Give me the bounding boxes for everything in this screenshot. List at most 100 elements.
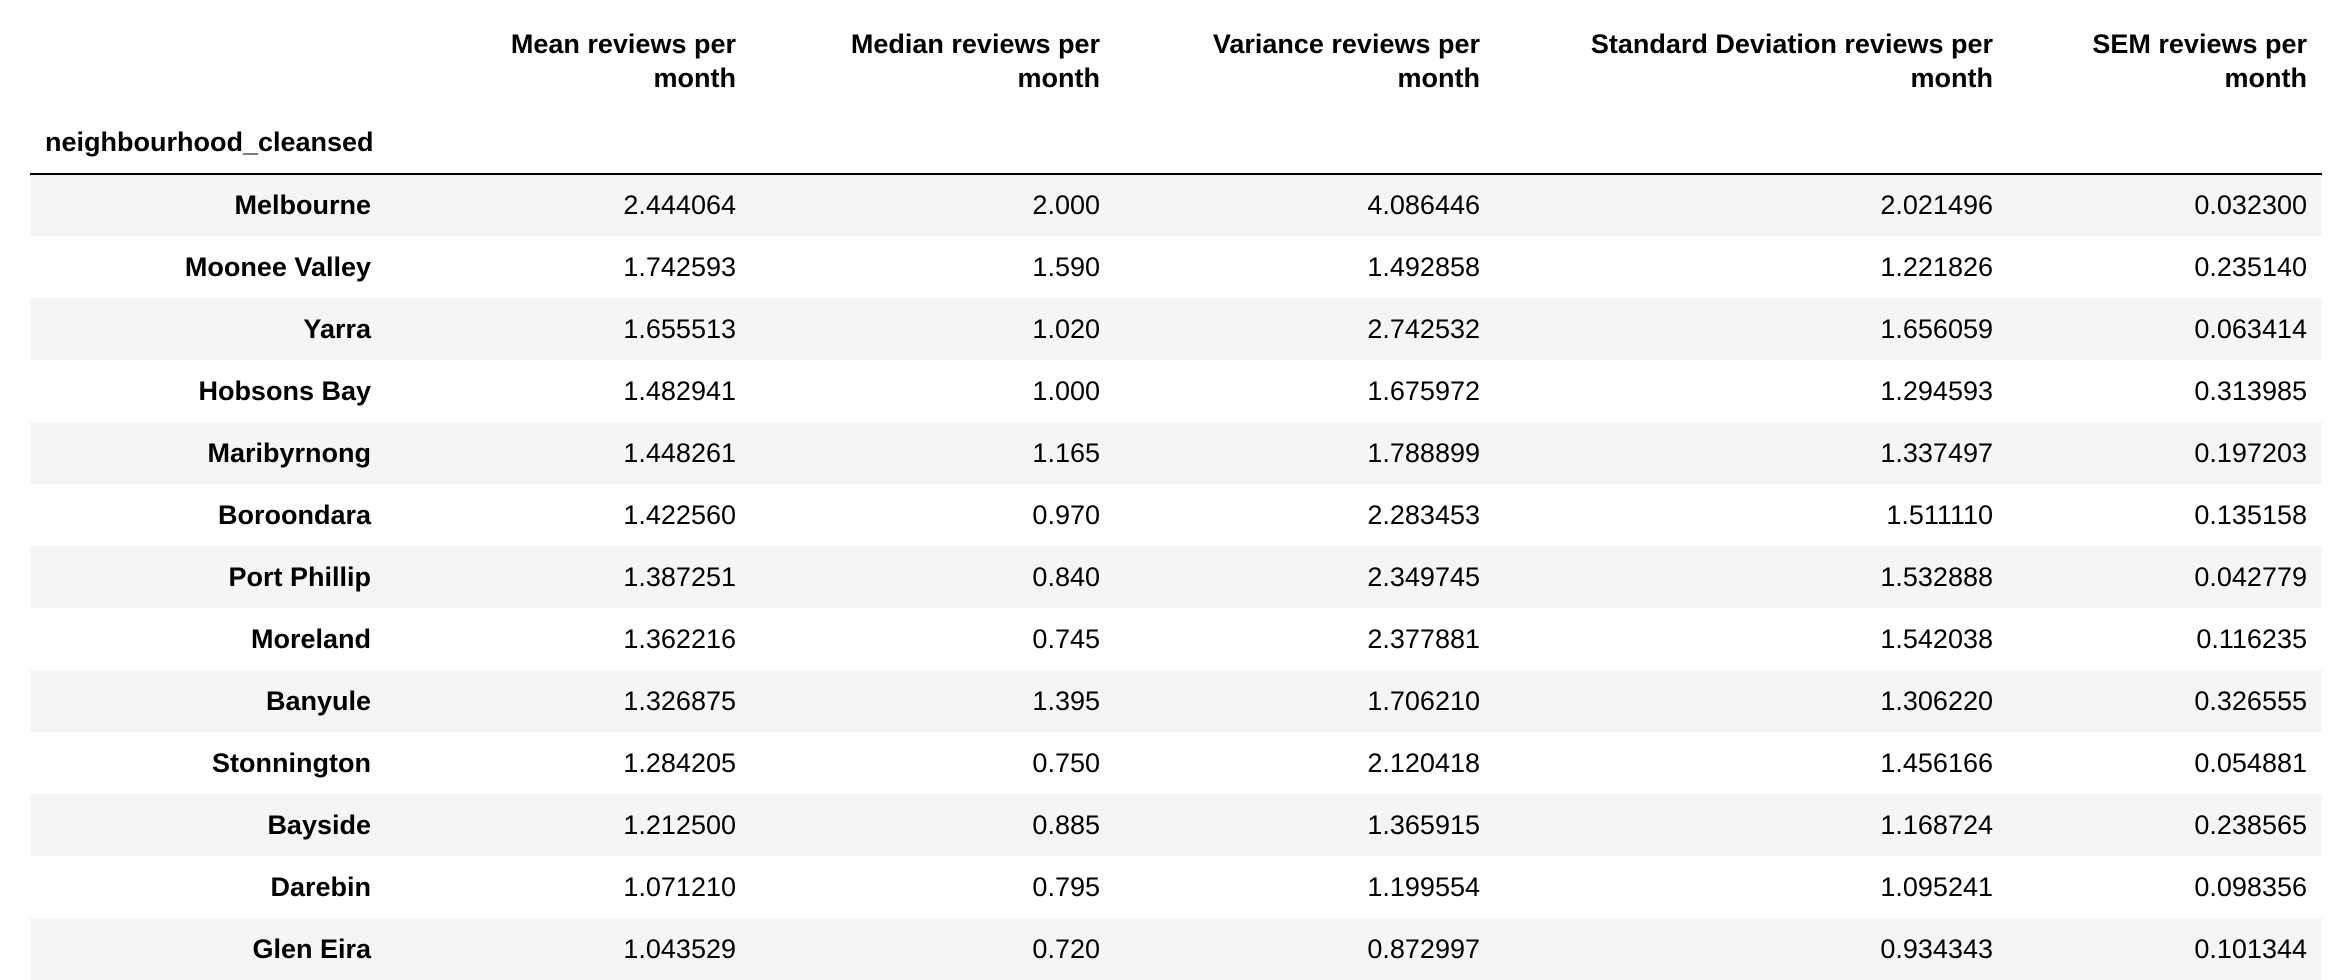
table-cell: 0.326555 [2194, 685, 2307, 716]
table-cell: 1.095241 [1880, 871, 1993, 902]
table-header: Mean reviews per month Median reviews per… [30, 0, 2322, 175]
row-index-label: Glen Eira [252, 933, 371, 964]
table-cell: 2.021496 [1880, 190, 1993, 220]
table-row: Hobsons Bay 1.482941 1.000 1.675972 1.294593… [30, 360, 2322, 422]
table-cell: 2.742532 [1367, 313, 1480, 344]
table-cell: 0.042779 [2194, 561, 2307, 592]
header-corner [30, 0, 386, 95]
row-index-label: Stonnington [212, 747, 371, 778]
dataframe-output: Mean reviews per month Median reviews per… [30, 0, 2322, 980]
table-cell: 0.840 [1032, 561, 1100, 592]
table-cell: 1.542038 [1880, 623, 1993, 654]
row-index-label: Moonee Valley [184, 251, 371, 282]
table-cell: 0.934343 [1880, 933, 1993, 964]
table-cell: 1.284205 [623, 747, 736, 778]
index-header-row: neighbourhood_cleansed [30, 95, 2322, 175]
table-cell: 0.885 [1032, 809, 1100, 840]
column-header-mean: Mean reviews per month [510, 29, 736, 93]
table-row: Stonnington 1.284205 0.750 2.120418 1.456166… [30, 732, 2322, 794]
table-cell: 2.377881 [1367, 623, 1480, 654]
stats-table: Mean reviews per month Median reviews per… [30, 0, 2322, 980]
index-header-blank [751, 95, 1115, 175]
table-cell: 1.448261 [623, 437, 736, 468]
table-cell: 0.238565 [2194, 809, 2307, 840]
table-cell: 0.054881 [2194, 747, 2307, 778]
row-index-label: Darebin [270, 871, 371, 902]
table-cell: 1.306220 [1880, 685, 1993, 716]
table-cell: 1.165 [1032, 437, 1100, 468]
index-name-header: neighbourhood_cleansed [30, 95, 386, 175]
table-cell: 1.456166 [1880, 747, 1993, 778]
table-cell: 0.032300 [2194, 190, 2307, 220]
table-cell: 0.313985 [2194, 375, 2307, 406]
table-cell: 1.532888 [1880, 561, 1993, 592]
table-row: Glen Eira 1.043529 0.720 0.872997 0.934343 0.… [30, 918, 2322, 980]
table-cell: 0.750 [1032, 747, 1100, 778]
table-cell: 1.294593 [1880, 375, 1993, 406]
table-cell: 0.116235 [2196, 623, 2307, 654]
table-cell: 1.387251 [623, 561, 736, 592]
table-cell: 0.197203 [2194, 437, 2307, 468]
table-cell: 1.742593 [623, 251, 736, 282]
table-cell: 1.511110 [1886, 499, 1993, 530]
table-cell: 2.000 [1032, 190, 1100, 220]
table-cell: 1.395 [1032, 685, 1100, 716]
table-cell: 2.349745 [1367, 561, 1480, 592]
table-cell: 1.706210 [1367, 685, 1480, 716]
table-cell: 1.422560 [623, 499, 736, 530]
table-cell: 2.120418 [1367, 747, 1480, 778]
table-row: Darebin 1.071210 0.795 1.199554 1.095241 0.09… [30, 856, 2322, 918]
table-cell: 1.656059 [1880, 313, 1993, 344]
table-cell: 1.000 [1032, 375, 1100, 406]
row-index-label: Hobsons Bay [198, 375, 371, 406]
table-row: Bayside 1.212500 0.885 1.365915 1.168724 0.23… [30, 794, 2322, 856]
table-cell: 1.071210 [623, 871, 736, 902]
table-cell: 0.745 [1032, 623, 1100, 654]
table-cell: 0.970 [1032, 499, 1100, 530]
table-cell: 1.492858 [1367, 251, 1480, 282]
row-index-label: Melbourne [234, 190, 371, 220]
table-row: Banyule 1.326875 1.395 1.706210 1.306220 0.32… [30, 670, 2322, 732]
column-header-variance: Variance reviews per month [1212, 29, 1480, 93]
table-cell: 1.212500 [623, 809, 736, 840]
index-header-blank [2008, 95, 2322, 175]
row-index-label: Bayside [267, 809, 371, 840]
table-cell: 1.675972 [1367, 375, 1480, 406]
row-index-label: Boroondara [217, 499, 371, 530]
table-cell: 1.365915 [1367, 809, 1480, 840]
column-header-std: Standard Deviation reviews per month [1590, 29, 1993, 93]
table-cell: 1.221826 [1880, 251, 1993, 282]
table-cell: 2.283453 [1367, 499, 1480, 530]
table-row: Moreland 1.362216 0.745 2.377881 1.542038 0.1… [30, 608, 2322, 670]
table-row: Maribyrnong 1.448261 1.165 1.788899 1.337497… [30, 422, 2322, 484]
row-index-label: Maribyrnong [207, 437, 371, 468]
column-header-sem: SEM reviews per month [2092, 29, 2307, 93]
index-header-blank [1495, 95, 2008, 175]
table-row: Port Phillip 1.387251 0.840 2.349745 1.53288… [30, 546, 2322, 608]
table-body: Melbourne 2.444064 2.000 4.086446 2.021496 0.… [30, 174, 2322, 980]
table-cell: 0.098356 [2194, 871, 2307, 902]
table-cell: 1.362216 [623, 623, 736, 654]
row-index-label: Moreland [250, 623, 371, 654]
table-cell: 1.590 [1032, 251, 1100, 282]
table-cell: 2.444064 [623, 190, 736, 220]
table-row: Boroondara 1.422560 0.970 2.283453 1.511110 0… [30, 484, 2322, 546]
column-header-row: Mean reviews per month Median reviews per… [30, 0, 2322, 95]
table-cell: 1.482941 [623, 375, 736, 406]
table-cell: 1.043529 [623, 933, 736, 964]
table-cell: 1.655513 [623, 313, 736, 344]
table-cell: 0.063414 [2194, 313, 2307, 344]
row-index-label: Yarra [303, 313, 371, 344]
table-cell: 0.235140 [2194, 251, 2307, 282]
table-cell: 1.020 [1032, 313, 1100, 344]
row-index-label: Banyule [265, 685, 371, 716]
table-cell: 1.337497 [1880, 437, 1993, 468]
index-header-blank [1115, 95, 1495, 175]
table-cell: 0.135158 [2194, 499, 2307, 530]
index-header-blank [386, 95, 751, 175]
column-header-median: Median reviews per month [850, 29, 1100, 93]
table-cell: 0.795 [1032, 871, 1100, 902]
table-cell: 0.101344 [2194, 933, 2307, 964]
table-row: Yarra 1.655513 1.020 2.742532 1.656059 0.0634… [30, 298, 2322, 360]
table-cell: 4.086446 [1367, 190, 1480, 220]
